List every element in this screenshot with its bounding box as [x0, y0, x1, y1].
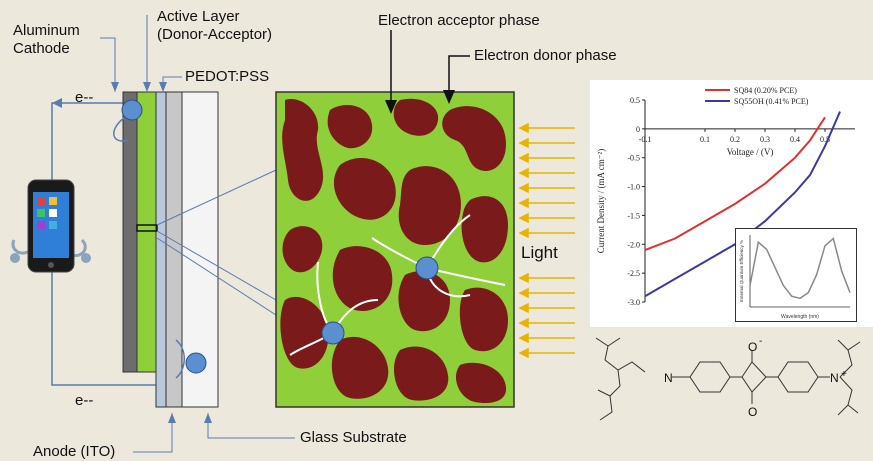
leader-donor	[448, 55, 470, 100]
charge-minus: -	[759, 336, 763, 347]
series-line-1	[644, 116, 826, 251]
label-electron-top: e--	[75, 89, 94, 106]
wire-arrow-top	[52, 98, 62, 108]
zoom-region-marker	[136, 224, 158, 232]
label-anode-ito: Anode (ITO)	[33, 443, 116, 460]
electron-path-bottom	[175, 339, 185, 379]
atom-n-left: N	[664, 371, 673, 385]
x-tick-label: 0.2	[730, 135, 740, 144]
squaraine-molecule	[595, 337, 861, 421]
legend-label-1: SQ84 (0.20% PCE)	[734, 86, 797, 95]
electron-path-top	[113, 117, 129, 142]
label-glass-substrate: Glass Substrate	[300, 429, 407, 446]
label-electron-donor-phase: Electron donor phase	[474, 47, 617, 64]
inset-y-label: External Quantum Efficiency %	[739, 240, 744, 302]
series-line-2	[644, 111, 841, 298]
label-electron-acceptor-phase: Electron acceptor phase	[378, 12, 540, 29]
label-electron-bottom: e--	[75, 392, 94, 409]
x-tick-label: 0.5	[820, 135, 830, 144]
eqe-inset-svg: Wavelength (nm) External Quantum Efficien…	[739, 235, 851, 320]
pedot-layer	[155, 91, 167, 408]
atom-o-top: O	[748, 340, 758, 354]
electron-bottom	[185, 352, 207, 374]
blend-morphology-box	[275, 91, 515, 408]
y-tick-label: 0.5	[630, 96, 640, 105]
inset-x-label: Wavelength (nm)	[781, 314, 819, 320]
smartphone-icon	[10, 179, 91, 273]
light-arrows	[518, 122, 575, 359]
aluminum-cathode-layer	[122, 91, 138, 373]
atom-o-bottom: O	[748, 405, 758, 419]
legend-label-2: SQ55OH (0.41% PCE)	[734, 97, 809, 106]
label-aluminum-cathode: Aluminum Cathode	[13, 22, 80, 57]
label-pedot-pss: PEDOT:PSS	[185, 68, 270, 85]
leader-cathode	[100, 37, 116, 92]
charge-plus: +	[841, 369, 847, 380]
leader-glass	[207, 413, 295, 439]
electron-blend-2	[415, 256, 439, 280]
zoom-line-upper	[156, 169, 277, 226]
active-layer	[136, 91, 157, 373]
y-tick-label: -2.0	[627, 240, 640, 249]
y-tick-label: -1.5	[627, 211, 640, 220]
x-tick-label: 0.4	[790, 135, 800, 144]
y-tick-label: 0	[636, 125, 640, 134]
leader-anode	[133, 413, 173, 453]
x-tick-label: 0.3	[760, 135, 770, 144]
y-tick-label: -1.0	[627, 183, 640, 192]
jv-chart-svg: -0.1 0.1 0.2 0.3 0.4 0.5 0.5 0 -0.5 -1.0 -1.5 -2.0 -…	[596, 86, 855, 307]
electron-top	[121, 99, 143, 121]
y-axis-label: Current Density / (mA cm⁻²)	[596, 149, 606, 253]
zoom-line-extra	[156, 237, 277, 316]
x-tick-label: -0.1	[639, 135, 652, 144]
electron-blend-1	[321, 321, 345, 345]
y-tick-label: -2.5	[627, 269, 640, 278]
x-axis-label: Voltage / (V)	[727, 147, 774, 157]
inset-eqe-line	[749, 237, 851, 300]
zoom-line-lower	[156, 230, 277, 301]
y-tick-label: -3.0	[627, 298, 640, 307]
y-tick-label: -0.5	[627, 154, 640, 163]
label-active-layer: Active Layer (Donor-Acceptor)	[157, 8, 273, 43]
x-tick-label: 0.1	[700, 135, 710, 144]
eqe-inset-chart: Wavelength (nm) External Quantum Efficien…	[735, 228, 857, 322]
label-light: Light	[521, 243, 558, 262]
atom-n-right: N	[830, 371, 839, 385]
